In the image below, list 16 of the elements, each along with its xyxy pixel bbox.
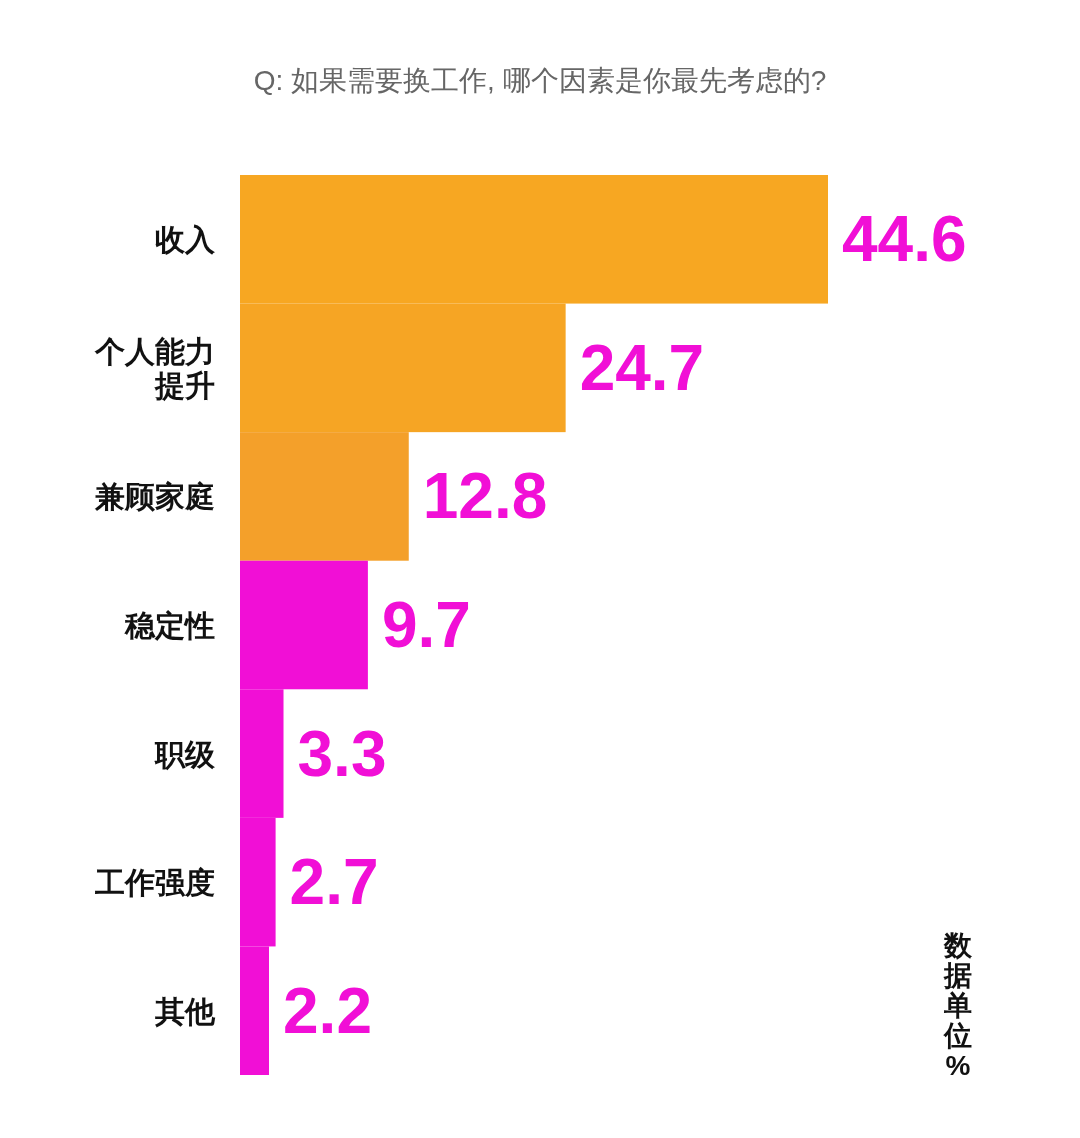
y-tick-label: 个人能力提升 xyxy=(94,334,215,402)
y-tick-label: 兼顾家庭 xyxy=(94,480,215,514)
data-label: 2.7 xyxy=(289,846,379,919)
data-label: 12.8 xyxy=(422,460,548,533)
data-label: 9.7 xyxy=(381,589,471,661)
y-tick-label: 工作强度 xyxy=(94,866,215,900)
text: 数据单位% xyxy=(943,930,973,1081)
y-tick-label: 其他 xyxy=(154,994,216,1028)
data-label: 24.7 xyxy=(579,331,705,404)
data-label: 44.6 xyxy=(842,203,967,276)
chart-title: Q: 如果需要换工作, 哪个因素是你最先考虑的? xyxy=(253,65,827,96)
y-tick-label: 收入 xyxy=(155,223,216,257)
y-tick-label: 职级 xyxy=(154,737,216,771)
y-tick-label: 稳定性 xyxy=(124,609,215,642)
data-label: 2.2 xyxy=(283,974,372,1047)
data-label: 3.3 xyxy=(297,717,387,790)
